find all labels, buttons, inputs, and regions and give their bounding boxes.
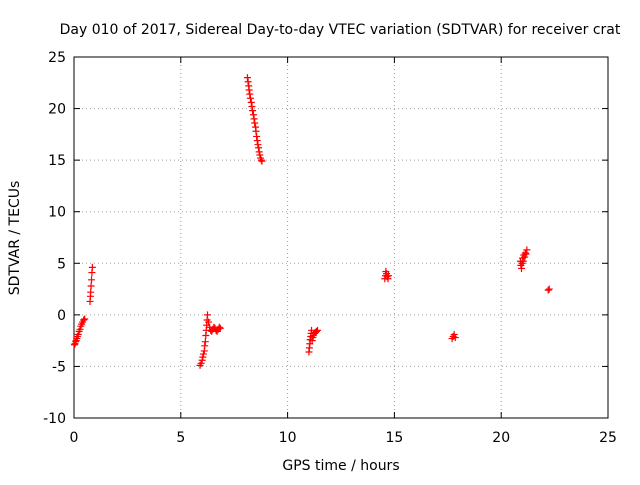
data-point xyxy=(308,337,316,345)
x-tick-label: 10 xyxy=(279,430,297,446)
x-tick-label: 20 xyxy=(492,430,510,446)
data-point xyxy=(257,156,265,164)
data-point xyxy=(450,330,458,338)
data-point xyxy=(253,132,261,140)
data-point xyxy=(544,286,552,294)
data-point xyxy=(255,148,263,156)
data-point xyxy=(522,250,530,258)
x-tick-label: 15 xyxy=(385,430,403,446)
data-point xyxy=(253,137,261,145)
data-point xyxy=(243,74,251,82)
x-axis-label: GPS time / hours xyxy=(282,458,399,474)
data-point xyxy=(248,103,256,111)
data-point xyxy=(384,272,392,280)
data-point xyxy=(88,276,96,284)
y-tick-label: 15 xyxy=(48,153,66,169)
data-point xyxy=(246,90,254,98)
data-point xyxy=(205,318,213,326)
data-point xyxy=(76,325,84,333)
data-point xyxy=(246,94,254,102)
data-point xyxy=(254,141,262,149)
data-point xyxy=(249,111,257,119)
data-point xyxy=(199,353,207,361)
y-tick-label: 25 xyxy=(48,50,66,66)
data-point xyxy=(521,249,529,257)
data-layer xyxy=(70,74,553,369)
data-point xyxy=(247,98,255,106)
data-point xyxy=(519,257,527,265)
x-tick-label: 5 xyxy=(176,430,185,446)
y-tick-label: 0 xyxy=(57,308,66,324)
data-point xyxy=(81,315,89,323)
y-axis-label: SDTVAR / TECUs xyxy=(7,181,23,296)
y-tick-label: 5 xyxy=(57,256,66,272)
data-point xyxy=(251,119,259,127)
data-point xyxy=(215,323,223,331)
data-point xyxy=(252,127,260,135)
data-point xyxy=(198,356,206,364)
data-point xyxy=(255,144,263,152)
y-tick-label: -5 xyxy=(52,359,66,375)
grid-layer xyxy=(74,57,608,418)
data-point xyxy=(545,285,553,293)
y-tick-label: -10 xyxy=(43,411,66,427)
data-point xyxy=(245,86,253,94)
data-point xyxy=(250,115,258,123)
data-point xyxy=(201,338,209,346)
data-point xyxy=(314,326,322,334)
data-point xyxy=(204,311,211,319)
data-point xyxy=(244,78,252,86)
data-point xyxy=(256,151,264,159)
x-tick-label: 25 xyxy=(599,430,617,446)
data-point xyxy=(88,263,96,271)
data-point xyxy=(201,342,209,350)
data-point xyxy=(451,334,459,342)
chart-title: Day 010 of 2017, Sidereal Day-to-day VTE… xyxy=(60,22,621,38)
data-point xyxy=(258,157,266,165)
data-point xyxy=(199,350,207,358)
data-point xyxy=(517,264,525,272)
tick-layer: 0 5 10 15 20 25 -10 -5 0 5 10 15 20 25 xyxy=(43,50,617,446)
data-point xyxy=(249,107,257,115)
data-point xyxy=(197,359,205,367)
data-point xyxy=(523,246,531,254)
data-point xyxy=(87,282,95,290)
data-point xyxy=(216,324,224,332)
y-tick-label: 20 xyxy=(48,102,66,118)
data-point xyxy=(87,288,95,296)
data-point xyxy=(521,253,529,261)
data-point xyxy=(80,316,88,324)
data-point xyxy=(312,327,320,335)
x-tick-label: 0 xyxy=(70,430,79,446)
data-point xyxy=(74,330,82,338)
y-tick-label: 10 xyxy=(48,205,66,221)
data-point xyxy=(70,341,78,349)
plot-frame xyxy=(73,56,609,419)
